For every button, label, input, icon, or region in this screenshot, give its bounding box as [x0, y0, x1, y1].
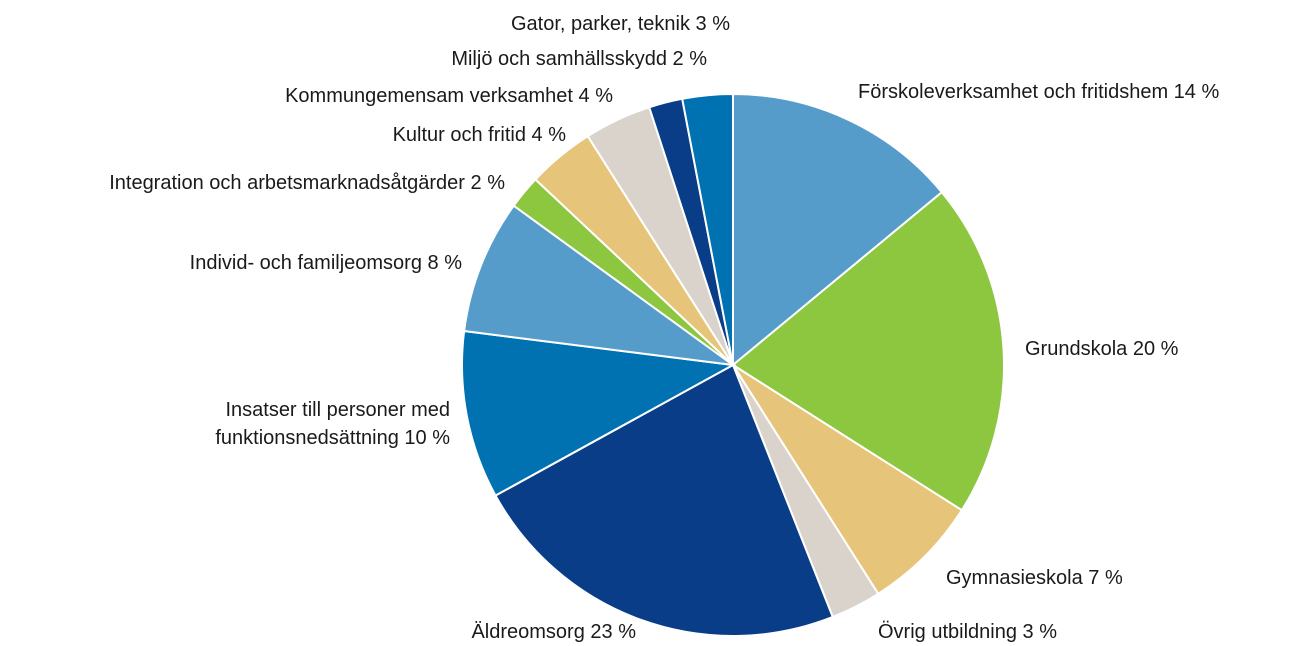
category-name: Gator, parker, teknik — [510, 13, 690, 35]
value-label: 4 % — [578, 85, 613, 107]
category-name: Förskoleverksamhet och fritidshem — [858, 81, 1169, 103]
value-label: 4 % — [531, 124, 566, 146]
pie-slice — [494, 363, 835, 637]
value-label: 8 % — [427, 252, 462, 274]
category-name: Individ- och familjeomsorg — [189, 252, 422, 274]
category-name: Kommungemensam verksamhet — [285, 85, 573, 107]
category-name: Integration och arbetsmarknadsåtgärder — [109, 172, 465, 194]
value-label: 20 % — [1132, 338, 1179, 360]
value-label: 2 % — [470, 172, 505, 194]
slice-label: Integration och arbetsmarknadsåtgärder 2… — [109, 169, 505, 197]
slice-label: Grundskola 20 % — [1025, 335, 1178, 363]
value-label: 14 % — [1173, 81, 1220, 103]
category-name: Äldreomsorg — [471, 621, 585, 643]
slice-label: Kommungemensam verksamhet 4 % — [285, 82, 613, 110]
value-label: 10 % — [404, 427, 450, 449]
value-label: 7 % — [1088, 567, 1123, 589]
category-name: Insatser till personer med funktionsneds… — [215, 399, 450, 449]
category-name: Övrig utbildning — [878, 621, 1017, 643]
slice-label: Gator, parker, teknik 3 % — [511, 10, 730, 38]
slice-label: Förskoleverksamhet och fritidshem 14 % — [858, 78, 1219, 106]
value-label: 2 % — [672, 48, 707, 70]
slice-label: Kultur och fritid 4 % — [393, 121, 566, 149]
slice-label: Individ- och familjeomsorg 8 % — [190, 249, 462, 277]
value-label: 3 % — [1022, 621, 1057, 643]
category-name: Miljö och samhällsskydd — [451, 48, 667, 70]
value-label: 23 % — [590, 621, 636, 643]
slice-label: Övrig utbildning 3 % — [878, 618, 1057, 646]
slice-label: Gymnasieskola 7 % — [946, 564, 1123, 592]
pie-slice — [681, 92, 734, 366]
category-name: Kultur och fritid — [392, 124, 526, 146]
pie-slice — [732, 364, 964, 596]
slice-label: Miljö och samhällsskydd 2 % — [451, 45, 707, 73]
pie-slice — [463, 204, 734, 366]
slice-label: Insatser till personer med funktionsneds… — [160, 396, 450, 452]
category-name: Grundskola — [1025, 338, 1128, 360]
value-label: 3 % — [695, 13, 730, 35]
category-name: Gymnasieskola — [946, 567, 1083, 589]
pie-slice — [732, 92, 944, 368]
pie-slice — [461, 329, 737, 497]
pie-slice — [731, 190, 1005, 512]
slice-label: Äldreomsorg 23 % — [471, 618, 636, 646]
